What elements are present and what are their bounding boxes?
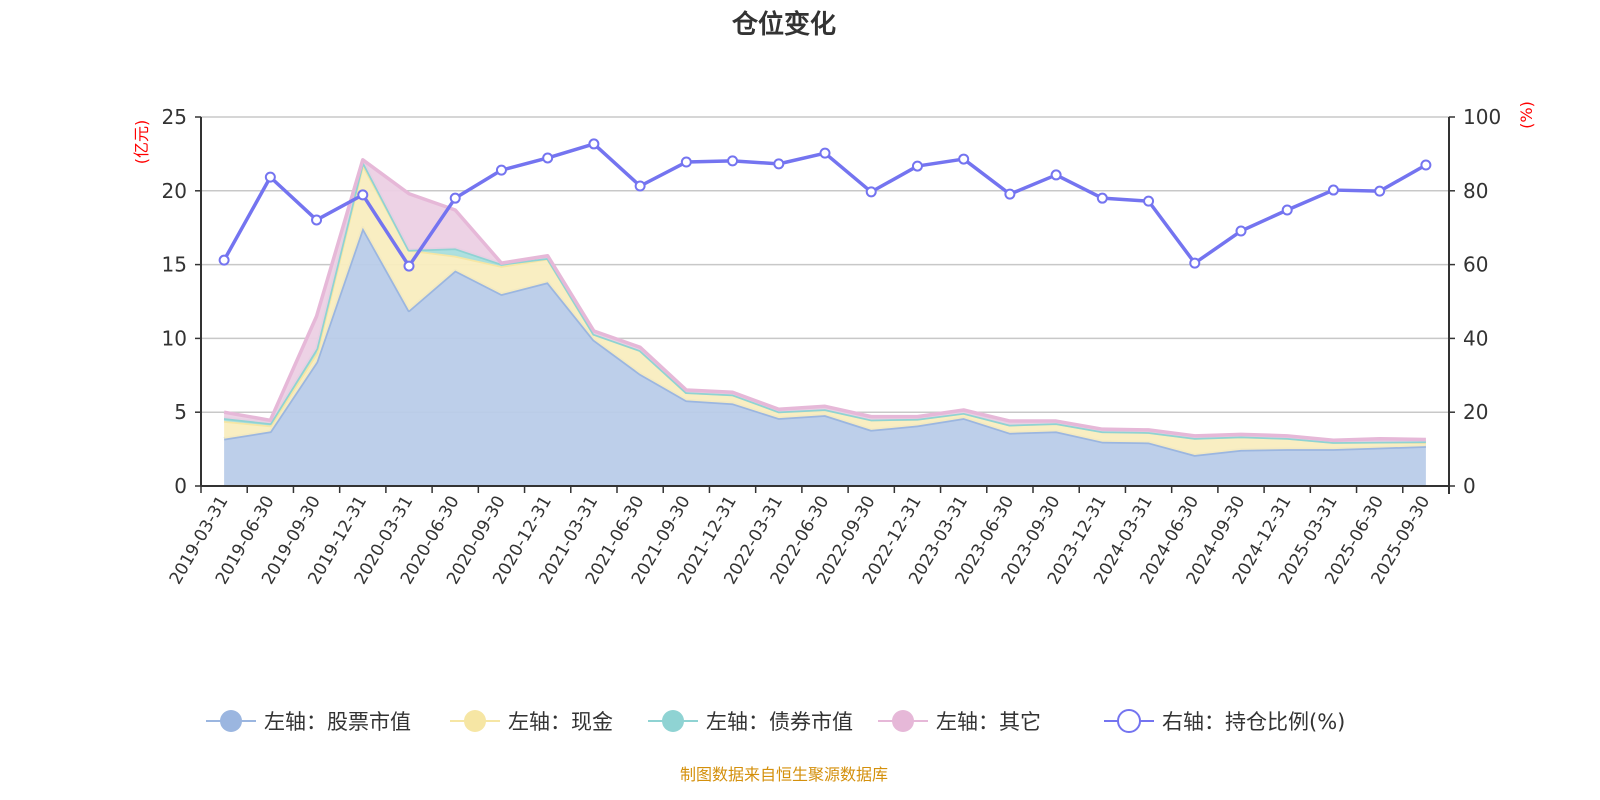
ratio-point bbox=[634, 180, 646, 192]
legend-label-2: 左轴：债券市值 bbox=[706, 710, 853, 734]
ratio-point bbox=[1374, 185, 1386, 197]
ratio-point bbox=[1189, 257, 1201, 269]
ratio-point bbox=[773, 158, 785, 170]
area-series-0 bbox=[224, 227, 1426, 486]
ratio-point bbox=[311, 214, 323, 226]
ratio-point bbox=[218, 254, 230, 266]
right-tick-label: 20 bbox=[1463, 400, 1488, 424]
ratio-point bbox=[865, 186, 877, 198]
legend-marker-3 bbox=[892, 710, 914, 732]
legend-label-0: 左轴：股票市值 bbox=[264, 710, 411, 734]
legend-marker-2 bbox=[662, 710, 684, 732]
right-tick-label: 100 bbox=[1463, 105, 1501, 129]
ratio-point bbox=[1281, 204, 1293, 216]
left-tick-label: 25 bbox=[162, 105, 187, 129]
legend-marker-0 bbox=[220, 710, 242, 732]
legend: 左轴：股票市值 左轴：现金 左轴：债券市值 左轴：其它 右轴：持仓比例(%) bbox=[206, 709, 1345, 734]
ratio-line bbox=[218, 138, 1432, 272]
stacked-areas bbox=[223, 158, 1426, 486]
legend-label-4: 右轴：持仓比例(%) bbox=[1162, 710, 1345, 734]
ratio-point bbox=[1050, 169, 1062, 181]
ratio-point bbox=[1096, 192, 1108, 204]
ratio-point bbox=[819, 147, 831, 159]
left-tick-label: 10 bbox=[162, 326, 187, 350]
ratio-point bbox=[264, 171, 276, 183]
ratio-point bbox=[1235, 225, 1247, 237]
left-tick-label: 20 bbox=[162, 179, 187, 203]
ratio-point bbox=[403, 260, 415, 272]
left-tick-label: 15 bbox=[162, 253, 187, 277]
chart-title: 仓位变化 bbox=[731, 9, 836, 40]
ratio-point bbox=[357, 189, 369, 201]
ratio-point bbox=[1327, 184, 1339, 196]
ratio-point bbox=[727, 155, 739, 167]
footer-source: 制图数据来自恒生聚源数据库 bbox=[680, 765, 888, 784]
right-tick-label: 0 bbox=[1463, 474, 1476, 498]
right-tick-label: 40 bbox=[1463, 326, 1488, 350]
area-line-series-3 bbox=[223, 158, 1426, 442]
ratio-point bbox=[911, 160, 923, 172]
ratio-point bbox=[1420, 159, 1432, 171]
left-tick-label: 5 bbox=[174, 400, 187, 424]
ratio-point bbox=[1004, 188, 1016, 200]
legend-marker-4 bbox=[1117, 709, 1141, 733]
legend-marker-1 bbox=[464, 710, 486, 732]
ratio-point bbox=[680, 156, 692, 168]
legend-label-1: 左轴：现金 bbox=[508, 710, 613, 734]
right-tick-label: 60 bbox=[1463, 253, 1488, 277]
left-tick-label: 0 bbox=[174, 474, 187, 498]
left-axis-label: (亿元) bbox=[132, 120, 151, 165]
ratio-point bbox=[958, 153, 970, 165]
ratio-point bbox=[1143, 195, 1155, 207]
ratio-point bbox=[542, 152, 554, 164]
right-axis-label: (%) bbox=[1517, 101, 1536, 129]
ratio-point bbox=[588, 138, 600, 150]
ratio-point bbox=[449, 192, 461, 204]
legend-label-3: 左轴：其它 bbox=[936, 710, 1041, 734]
ratio-point bbox=[495, 164, 507, 176]
right-tick-label: 80 bbox=[1463, 179, 1488, 203]
